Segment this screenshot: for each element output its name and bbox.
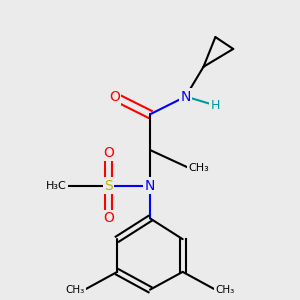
Text: N: N [181,89,191,103]
Text: O: O [109,89,120,103]
Text: CH₃: CH₃ [189,163,209,173]
Text: O: O [103,212,114,225]
Text: CH₃: CH₃ [65,285,85,295]
Text: O: O [103,146,114,160]
Text: H₃C: H₃C [46,181,67,191]
Text: H: H [211,99,220,112]
Text: CH₃: CH₃ [215,285,235,295]
Text: N: N [145,179,155,193]
Text: S: S [104,179,113,193]
